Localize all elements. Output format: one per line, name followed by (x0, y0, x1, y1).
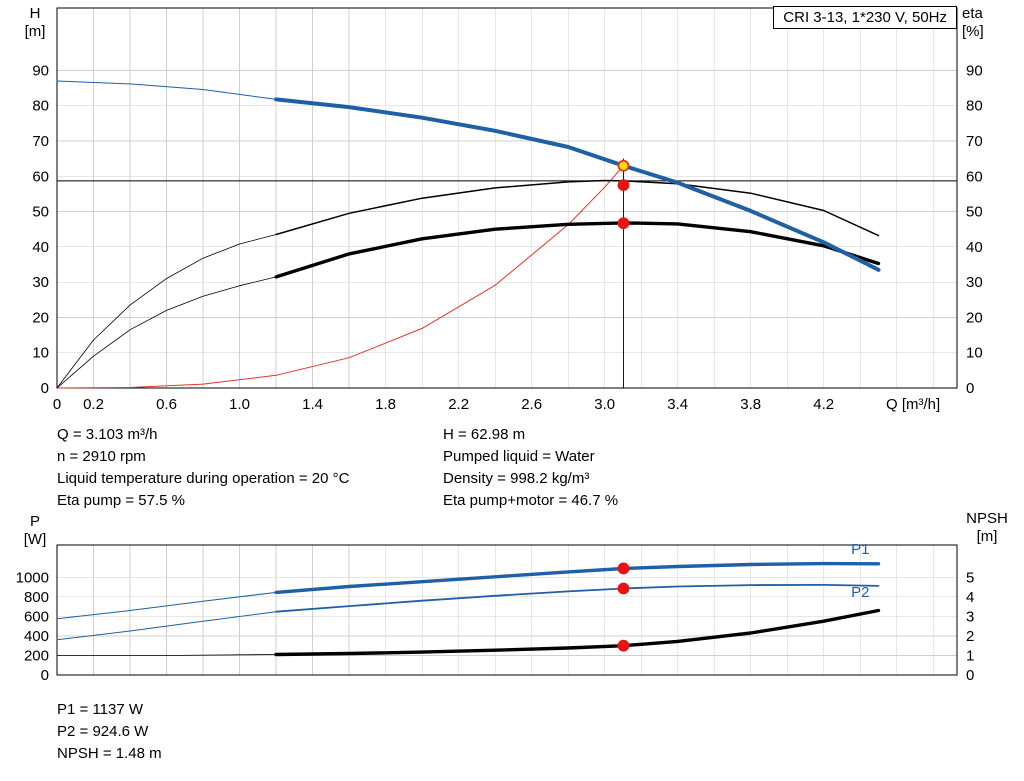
y-left-tick-label: 40 (32, 239, 49, 256)
y-left-tick-label: 80 (32, 98, 49, 115)
y-axis-label-eta: eta [%] (962, 5, 1004, 41)
y-right-tick-label: 50 (966, 204, 983, 221)
y-right-tick-label: 30 (966, 274, 983, 291)
duty-pumped-liquid: Pumped liquid = Water (443, 448, 595, 465)
x-tick-label: 2.2 (448, 396, 469, 413)
x-tick-label: 3.8 (740, 396, 761, 413)
duty-point-p1 (617, 562, 630, 575)
y-right-tick-label: 0 (966, 667, 974, 684)
x-tick-label: 4.2 (813, 396, 834, 413)
duty-point-p2 (617, 582, 630, 595)
axis-unit: [W] (23, 531, 47, 548)
duty-point-eta-pump (617, 179, 630, 192)
y-left-tick-label: 50 (32, 204, 49, 221)
series-eta-pump (275, 179, 880, 237)
results-block: P1 = 1137 W P2 = 924.6 W NPSH = 1.48 m (57, 699, 162, 765)
y-right-tick-label: 3 (966, 608, 974, 625)
duty-head: H = 62.98 m (443, 426, 526, 443)
x-tick-label: 0 (53, 396, 61, 413)
axis-name: P (29, 513, 40, 530)
series-head-curve-thin (56, 80, 277, 100)
result-p2: P2 = 924.6 W (57, 723, 149, 740)
x-tick-label: 1.0 (229, 396, 250, 413)
duty-flow: Q = 3.103 m³/h (57, 426, 158, 443)
y-right-tick-label: 0 (966, 380, 974, 397)
y-right-tick-label: 2 (966, 628, 974, 645)
duty-eta-pump: Eta pump = 57.5 % (57, 492, 185, 509)
axis-unit: [m] (24, 23, 46, 40)
x-tick-label: 1.8 (375, 396, 396, 413)
duty-point-head (617, 159, 630, 172)
x-tick-label: 0.6 (156, 396, 177, 413)
axis-unit: [m] (976, 528, 998, 545)
series-head-curve (274, 97, 881, 272)
series-npsh (274, 608, 881, 657)
duty-speed: n = 2910 rpm (57, 448, 146, 465)
duty-eta-pump-motor: Eta pump+motor = 46.7 % (443, 492, 619, 509)
axis-name: H (29, 5, 41, 22)
y-left-tick-label: 10 (32, 345, 49, 362)
y-left-tick-label: 400 (24, 628, 49, 645)
series-p1 (274, 561, 881, 595)
axis-name: eta (962, 5, 983, 22)
series-p1-thin (56, 591, 277, 620)
duty-info-right-column: H = 62.98 m Pumped liquid = Water Densit… (443, 424, 618, 512)
y-left-tick-label: 600 (24, 608, 49, 625)
y-left-tick-label: 800 (24, 589, 49, 606)
series-eta-pump-motor (274, 221, 881, 279)
duty-point-eta-pump-motor (617, 217, 630, 230)
x-tick-label: 1.4 (302, 396, 323, 413)
result-p1: P1 = 1137 W (57, 701, 144, 718)
y-right-tick-label: 90 (966, 62, 983, 79)
y-right-tick-label: 10 (966, 345, 983, 362)
y-left-tick-label: 70 (32, 133, 49, 150)
x-tick-label: 3.0 (594, 396, 615, 413)
duty-density: Density = 998.2 kg/m³ (443, 470, 590, 487)
series-eta-pump-thin (56, 234, 277, 389)
duty-point-npsh (617, 639, 630, 652)
axis-name: NPSH (966, 510, 1008, 527)
y-left-tick-label: 1000 (16, 569, 49, 586)
series-eta-pump-motor-thin (56, 276, 277, 389)
duty-liquid-temperature: Liquid temperature during operation = 20… (57, 470, 350, 487)
y-right-tick-label: 1 (966, 647, 974, 664)
x-tick-label: 2.6 (521, 396, 542, 413)
result-npsh: NPSH = 1.48 m (57, 745, 162, 762)
y-right-tick-label: 4 (966, 589, 974, 606)
series-label-p1: P1 (851, 541, 869, 558)
y-axis-label-power: P [W] (16, 513, 54, 549)
y-axis-label-npsh: NPSH [m] (958, 510, 1016, 546)
series-npsh-thin (56, 654, 277, 656)
y-left-tick-label: 20 (32, 309, 49, 326)
plot-frame (56, 544, 958, 676)
y-left-tick-label: 200 (24, 647, 49, 664)
y-left-tick-label: 60 (32, 168, 49, 185)
pump-type-box: CRI 3-13, 1*230 V, 50Hz (773, 6, 957, 29)
y-right-tick-label: 5 (966, 569, 974, 586)
y-right-tick-label: 20 (966, 309, 983, 326)
y-right-tick-label: 80 (966, 98, 983, 115)
plot-frame (56, 7, 958, 389)
x-tick-label: 0.2 (83, 396, 104, 413)
series-label-p2: P2 (851, 584, 869, 601)
y-left-tick-label: 30 (32, 274, 49, 291)
y-right-tick-label: 60 (966, 168, 983, 185)
y-right-tick-label: 70 (966, 133, 983, 150)
y-left-tick-label: 0 (41, 380, 49, 397)
y-axis-label-head: H [m] (16, 5, 54, 41)
x-axis-label: Q [m³/h] (886, 396, 940, 413)
duty-info-left-column: Q = 3.103 m³/h n = 2910 rpm Liquid tempe… (57, 424, 349, 512)
series-p2 (275, 584, 880, 613)
series-system-curve (56, 165, 624, 389)
y-left-tick-label: 90 (32, 62, 49, 79)
series-p2-thin (56, 611, 277, 641)
x-tick-label: 3.4 (667, 396, 688, 413)
axis-unit: [%] (962, 23, 984, 40)
y-right-tick-label: 40 (966, 239, 983, 256)
y-left-tick-label: 0 (41, 667, 49, 684)
